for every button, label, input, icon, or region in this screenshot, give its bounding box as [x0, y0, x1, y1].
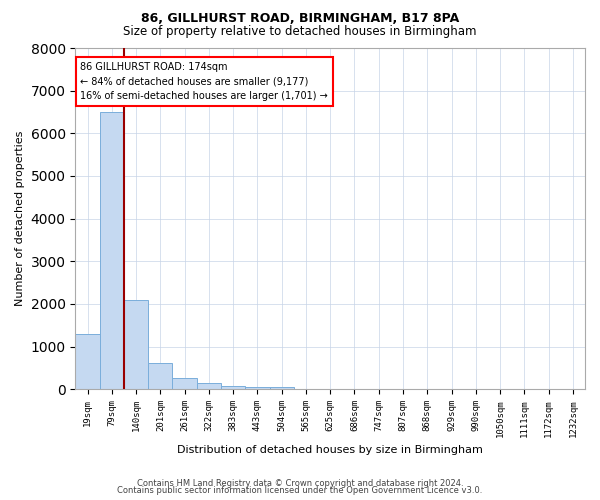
Text: Size of property relative to detached houses in Birmingham: Size of property relative to detached ho… [123, 25, 477, 38]
Text: Contains public sector information licensed under the Open Government Licence v3: Contains public sector information licen… [118, 486, 482, 495]
Bar [100, 112, 124, 390]
Text: 86 GILLHURST ROAD: 174sqm
← 84% of detached houses are smaller (9,177)
16% of se: 86 GILLHURST ROAD: 174sqm ← 84% of detac… [80, 62, 328, 102]
Bar [172, 378, 197, 390]
Bar [197, 383, 221, 390]
Bar [76, 334, 100, 390]
Bar [269, 387, 294, 390]
Bar [221, 386, 245, 390]
Text: Contains HM Land Registry data © Crown copyright and database right 2024.: Contains HM Land Registry data © Crown c… [137, 478, 463, 488]
Bar [245, 387, 269, 390]
Text: 86, GILLHURST ROAD, BIRMINGHAM, B17 8PA: 86, GILLHURST ROAD, BIRMINGHAM, B17 8PA [141, 12, 459, 26]
X-axis label: Distribution of detached houses by size in Birmingham: Distribution of detached houses by size … [177, 445, 483, 455]
Y-axis label: Number of detached properties: Number of detached properties [15, 131, 25, 306]
Bar [148, 363, 172, 390]
Bar [124, 300, 148, 390]
